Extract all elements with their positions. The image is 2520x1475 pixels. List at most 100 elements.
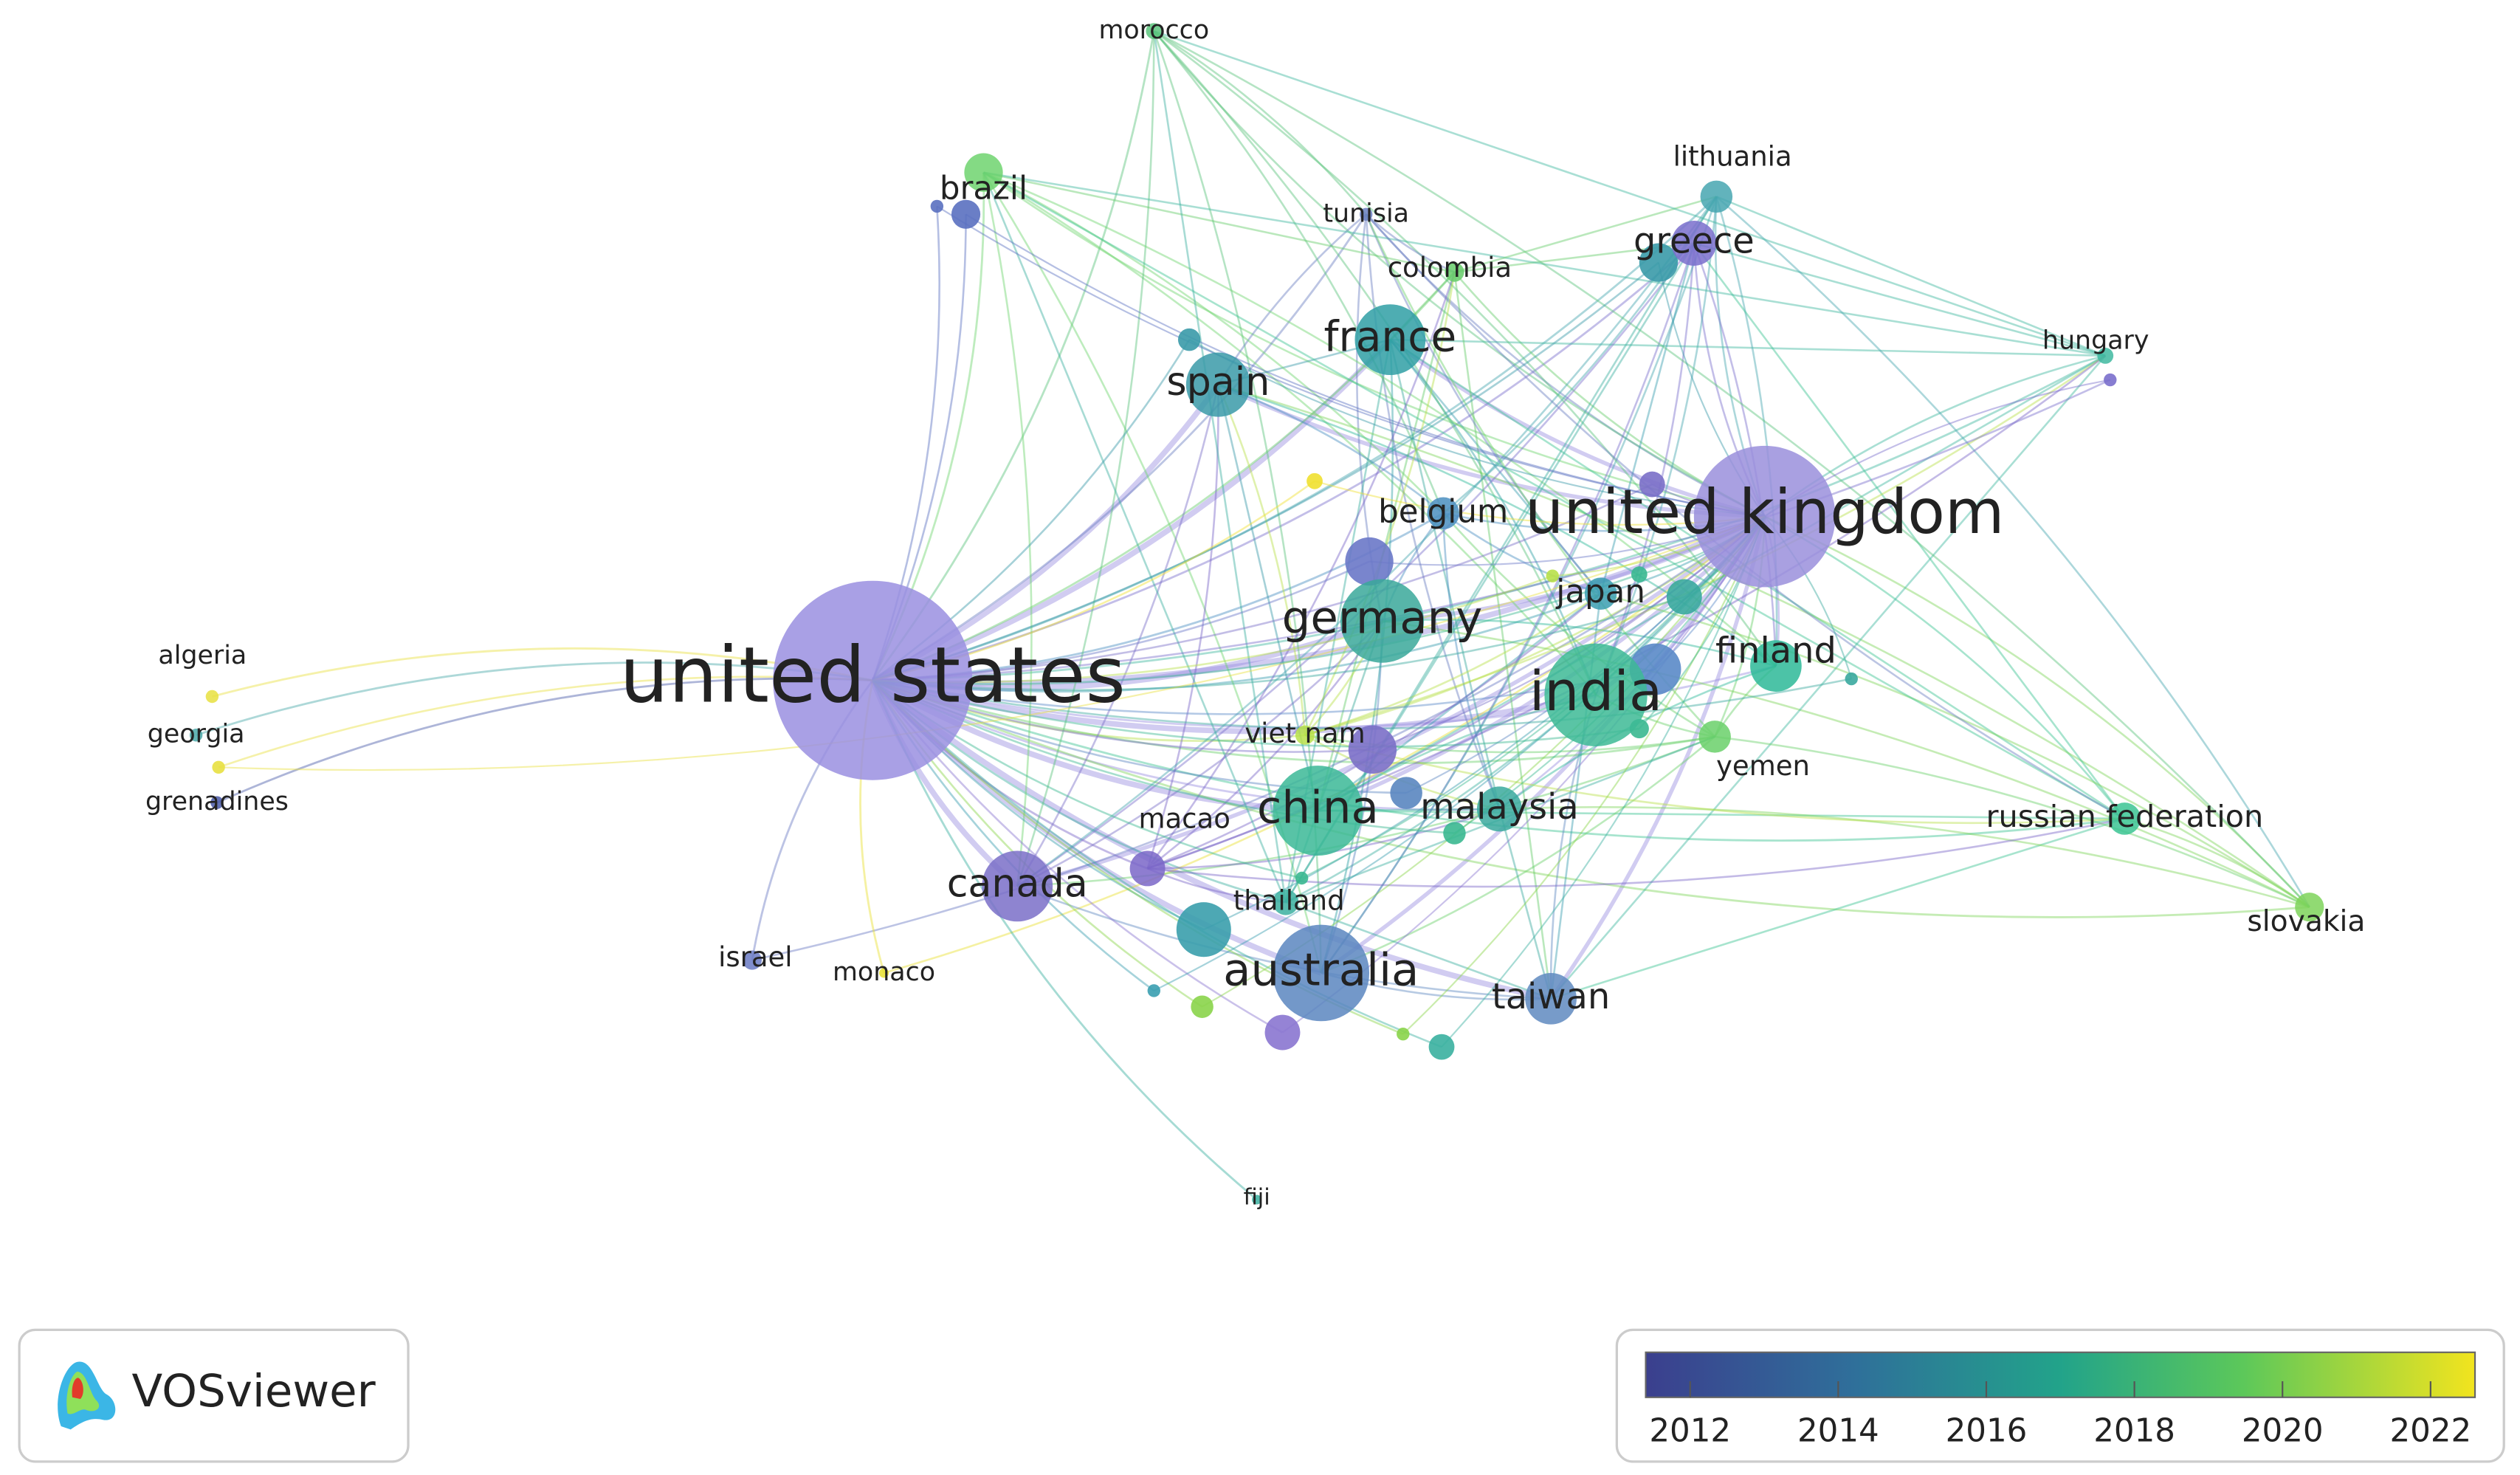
- edge: [2124, 817, 2310, 908]
- edge: [1764, 515, 2310, 908]
- edge: [1146, 620, 1383, 870]
- edge: [1594, 243, 1696, 695]
- legend-box: [18, 1328, 410, 1463]
- node: [210, 796, 224, 809]
- edge: [1715, 196, 2106, 357]
- edge: [1217, 384, 1319, 811]
- node-label: israel: [718, 941, 793, 973]
- colorbar-tick-label: 2020: [2242, 1413, 2324, 1450]
- edge: [872, 574, 1553, 684]
- edge: [982, 172, 1033, 887]
- node: [1359, 207, 1373, 221]
- edge: [872, 354, 2106, 682]
- edge: [1153, 30, 1287, 903]
- node: [1390, 777, 1422, 809]
- node: [1191, 995, 1213, 1018]
- edge: [1016, 31, 1155, 887]
- edge: [982, 171, 1323, 974]
- edge: [1318, 809, 2125, 820]
- edge: [1365, 213, 1766, 518]
- node: [212, 760, 225, 774]
- node: [1584, 577, 1617, 610]
- node: [205, 690, 219, 704]
- edge: [1365, 213, 1602, 594]
- node: [1295, 725, 1315, 745]
- edge: [1442, 512, 1601, 595]
- node: [2097, 348, 2114, 364]
- edge: [1594, 196, 1718, 695]
- edge: [983, 171, 1455, 273]
- edge: [1285, 901, 1552, 1000]
- edge: [1016, 515, 1766, 889]
- edge: [1304, 354, 2106, 736]
- nodes: [189, 23, 2324, 1205]
- node-label: taiwan: [1492, 977, 1610, 1017]
- edge: [1600, 243, 1696, 594]
- node-label: united kingdom: [1525, 476, 2004, 548]
- edge: [1016, 196, 1718, 887]
- edge: [1153, 30, 1367, 216]
- node: [1845, 672, 1858, 686]
- node-label: china: [1257, 782, 1379, 834]
- edge: [1365, 213, 1455, 273]
- edge: [982, 172, 1287, 903]
- labels: united states united kingdom india china ger…: [145, 16, 2366, 1210]
- edge: [1389, 339, 1501, 810]
- node: [1525, 972, 1577, 1025]
- edge: [1146, 272, 1456, 870]
- node: [1397, 1028, 1410, 1041]
- node: [1546, 569, 1559, 582]
- node-label: georgia: [148, 720, 245, 749]
- edge: [982, 171, 1445, 515]
- edge: [872, 261, 1659, 681]
- edge: [1317, 354, 2106, 812]
- edge: [1442, 512, 1715, 738]
- edge: [1442, 513, 1501, 810]
- node: [1631, 566, 1648, 582]
- edge: [1017, 735, 1715, 887]
- edge: [870, 678, 1552, 1002]
- node: [1273, 924, 1370, 1022]
- node: [1146, 23, 1163, 39]
- node-label: finland: [1715, 631, 1836, 672]
- node-label: lithuania: [1673, 141, 1792, 173]
- colorbar-tick-label: 2014: [1797, 1413, 1879, 1450]
- edge: [1389, 339, 1597, 695]
- node-label: belgium: [1378, 493, 1508, 530]
- edge: [872, 573, 1640, 685]
- node: [1639, 243, 1679, 282]
- node-label: morocco: [1098, 16, 1209, 45]
- node-label: yemen: [1716, 750, 1810, 782]
- edge: [1321, 735, 1716, 974]
- edge: [1285, 515, 1766, 904]
- node-label: australia: [1223, 944, 1419, 997]
- node-label: malaysia: [1420, 787, 1579, 828]
- edge: [1549, 516, 1767, 1000]
- brand-legend: VOSviewer: [18, 1328, 410, 1463]
- node-label: hungary: [2042, 326, 2149, 355]
- node: [951, 199, 981, 229]
- edge: [1016, 620, 1383, 887]
- node: [1147, 984, 1161, 997]
- edge: [1217, 382, 1765, 519]
- node-label: colombia: [1388, 252, 1512, 283]
- node: [1354, 304, 1426, 376]
- edge: [1402, 516, 1766, 1035]
- node: [189, 729, 203, 742]
- edge: [218, 515, 1766, 771]
- edge: [872, 678, 1597, 735]
- edge: [1365, 214, 1501, 810]
- edge: [872, 596, 1685, 691]
- node-label: canada: [947, 862, 1088, 906]
- edge: [872, 196, 1718, 682]
- node-label: viet nam: [1244, 718, 1365, 749]
- node: [1307, 472, 1323, 489]
- node: [1185, 352, 1250, 417]
- node: [1427, 497, 1459, 530]
- node: [1273, 766, 1363, 856]
- node: [1252, 1194, 1262, 1205]
- node: [1544, 643, 1648, 746]
- edge: [1715, 735, 2310, 908]
- edges: [196, 30, 2310, 1201]
- edge: [872, 592, 1602, 693]
